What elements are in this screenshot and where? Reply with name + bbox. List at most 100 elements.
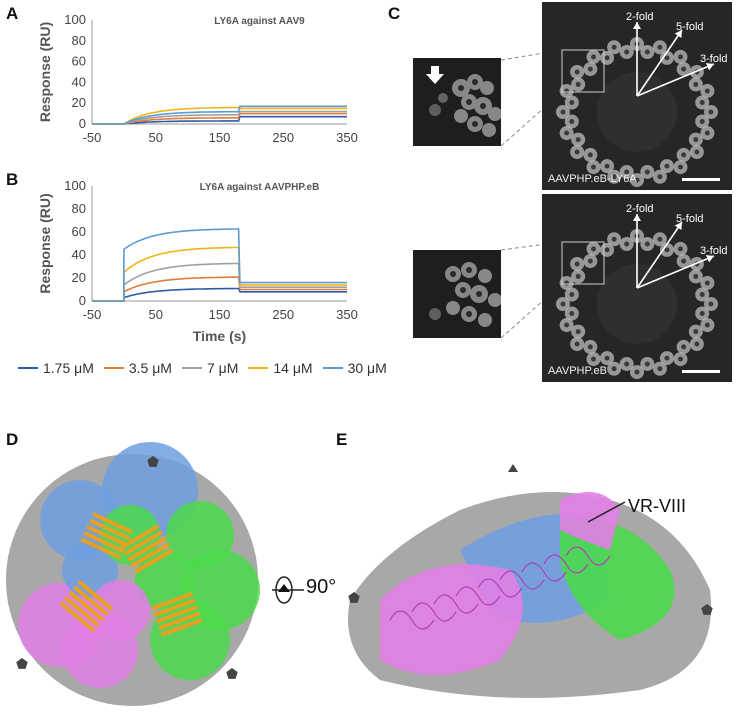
density-hole	[657, 366, 663, 372]
capsid-surface-top-view	[6, 442, 260, 706]
density-hole	[575, 81, 581, 87]
series-line-4	[92, 106, 347, 125]
density-hole	[694, 149, 700, 155]
y-tick-label: 100	[64, 12, 86, 27]
density-hole	[611, 366, 617, 372]
ly6a-ribbon	[89, 519, 130, 540]
y-tick-label: 60	[72, 54, 86, 69]
scale-bar-top	[682, 178, 720, 181]
y-tick-label: 60	[72, 224, 86, 239]
density-hole	[634, 177, 640, 183]
legend-label: 3.5 μM	[128, 360, 172, 376]
em-core	[597, 264, 677, 344]
y-tick-label: 40	[72, 74, 86, 89]
density-hole	[708, 109, 714, 115]
legend-label: 1.75 μM	[43, 360, 94, 376]
density-hole	[644, 49, 650, 55]
legend-item: 7 μM	[181, 360, 239, 376]
density-hole	[569, 292, 575, 298]
backbone-ribbon	[433, 594, 479, 614]
fold-5-label: 5-fold	[676, 213, 704, 225]
density-hole	[574, 149, 580, 155]
ly6a-ribbon	[60, 602, 95, 632]
density-hole	[699, 118, 705, 124]
ly6a-ribbon	[78, 580, 113, 611]
legend-swatch	[322, 367, 343, 369]
backbone-ribbon	[477, 578, 523, 598]
density-hole	[604, 163, 610, 169]
density-hole	[657, 174, 663, 180]
zoom-box	[561, 49, 605, 93]
density-hole	[611, 174, 617, 180]
panel-letter-c: C	[388, 4, 401, 23]
fold-3-label: 3-fold	[700, 53, 728, 65]
ly6a-ribbon	[123, 530, 163, 555]
density-hole	[644, 361, 650, 367]
chart-title: LY6A against AAVPHP.eB	[200, 182, 320, 193]
em-map-top: 2-fold 5-fold 3-fold AAVPHP.eB-LY6A	[542, 2, 732, 190]
em-label-top: AAVPHP.eB-LY6A	[548, 173, 637, 185]
panel-letter-b: B	[6, 170, 19, 189]
x-tick-label: 150	[209, 307, 231, 322]
scale-bar-bottom	[682, 370, 720, 373]
series-line-5	[92, 228, 347, 302]
series-line-2	[92, 112, 347, 125]
y-tick-label: 40	[72, 247, 86, 262]
ly6a-ribbon	[120, 524, 160, 549]
fold-3-label: 3-fold	[700, 245, 728, 257]
density-hole	[704, 322, 710, 328]
density-hole	[704, 280, 710, 286]
density-hole	[681, 258, 687, 264]
density-hole	[664, 247, 670, 253]
x-tick-label: 150	[209, 130, 231, 145]
subunit-density	[90, 580, 150, 640]
series-line-1	[92, 115, 347, 125]
density-hole	[591, 246, 597, 252]
legend-swatch	[248, 367, 269, 369]
x-tick-label: 350	[336, 307, 358, 322]
fold-2-label: 2-fold	[626, 203, 654, 215]
density-hole	[611, 236, 617, 242]
density-hole	[708, 301, 714, 307]
panel-letter-e: E	[336, 430, 348, 449]
density-hole	[704, 130, 710, 136]
legend-swatch	[18, 367, 38, 369]
chart-a: 0 20 40 60 80 100 -50 50 150 250 350 LY6A against A…	[37, 12, 358, 145]
density-hole	[575, 137, 581, 143]
backbone-ribbon	[499, 570, 545, 590]
ly6a-ribbon	[153, 598, 196, 617]
density-hole	[699, 100, 705, 106]
density-hole	[604, 247, 610, 253]
legend-label: 7 μM	[206, 360, 239, 376]
subunit-green	[560, 518, 675, 640]
y-tick-label: 80	[72, 33, 86, 48]
legend-swatch	[103, 367, 124, 369]
pentagon-icon	[348, 592, 360, 603]
series-line-1	[92, 287, 347, 302]
ly6a-ribbon	[80, 538, 122, 559]
density-hole	[664, 55, 670, 61]
density-hole	[657, 44, 663, 50]
y-tick-label: 0	[79, 293, 86, 308]
backbone-ribbon	[389, 610, 435, 630]
legend-item: 3.5 μM	[103, 360, 172, 376]
panel-letter-a: A	[6, 4, 19, 23]
density-hole	[693, 273, 699, 279]
density-hole	[604, 55, 610, 61]
density-hole	[677, 356, 683, 362]
density-hole	[591, 54, 597, 60]
x-tick-label: 50	[149, 307, 163, 322]
subunit-density	[62, 542, 118, 598]
arrowhead-icon	[706, 254, 714, 263]
density-hole	[694, 341, 700, 347]
ly6a-ribbon	[92, 512, 133, 534]
y-tick-label: 0	[79, 116, 86, 131]
density-hole	[693, 81, 699, 87]
arrowhead-icon	[706, 62, 714, 71]
legend-item: 14 μM	[248, 360, 313, 376]
ly6a-ribbon	[151, 592, 193, 611]
subunit-density	[150, 600, 230, 680]
series-line-3	[92, 262, 347, 302]
density-hole	[574, 261, 580, 267]
arrowhead-icon	[633, 22, 641, 29]
